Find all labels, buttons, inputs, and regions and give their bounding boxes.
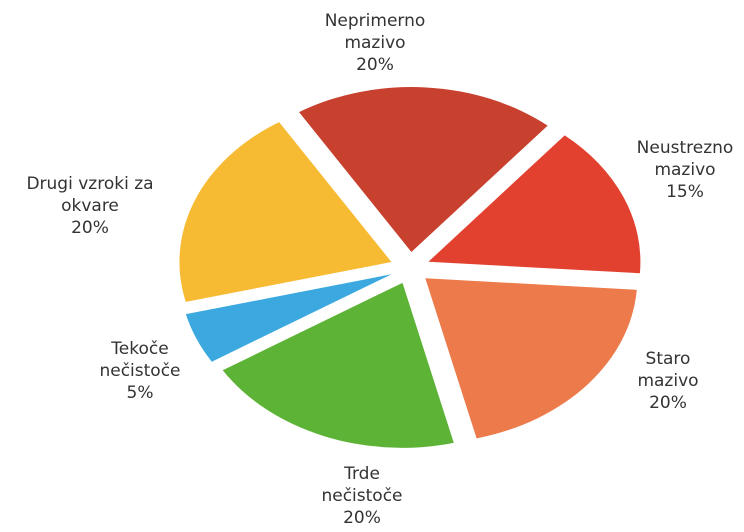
- pie-slice: [179, 122, 392, 302]
- value-label: 20%: [71, 218, 109, 238]
- pie-slice: [299, 87, 548, 253]
- slice-label: Trde nečistoče 20%: [312, 463, 412, 529]
- pie-slice: [222, 282, 454, 448]
- slice-label: Neustrezno mazivo 15%: [626, 137, 744, 203]
- category-name: Neustrezno mazivo: [636, 138, 734, 180]
- slice-label: Tekoče nečistoče 5%: [90, 338, 190, 404]
- category-name: Drugi vzroki za okvare: [26, 174, 154, 216]
- category-name: Neprimerno mazivo: [324, 11, 426, 53]
- category-name: Tekoče nečistoče: [99, 339, 181, 381]
- value-label: 20%: [356, 55, 394, 75]
- value-label: 5%: [126, 383, 154, 403]
- value-label: 15%: [666, 182, 704, 202]
- slice-label: Drugi vzroki za okvare 20%: [8, 173, 173, 239]
- category-name: Staro mazivo: [637, 349, 699, 391]
- value-label: 20%: [343, 508, 381, 528]
- category-name: Trde nečistoče: [321, 464, 403, 506]
- pie-slice: [185, 274, 392, 362]
- value-label: 20%: [649, 393, 687, 413]
- pie-slice: [428, 135, 641, 274]
- slice-label: Staro mazivo 20%: [626, 348, 710, 414]
- pie-slice: [425, 278, 637, 439]
- slice-label: Neprimerno mazivo 20%: [319, 10, 431, 76]
